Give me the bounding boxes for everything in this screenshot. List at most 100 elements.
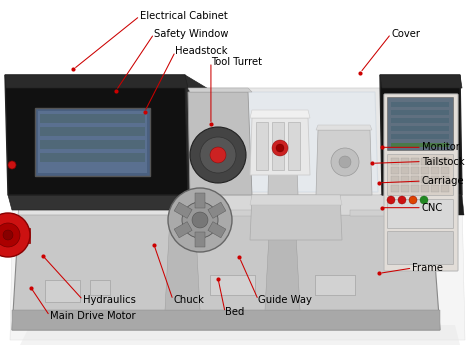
Polygon shape [195,232,205,247]
Bar [38,111,147,173]
Bar [401,185,409,192]
Bar [40,140,145,149]
Circle shape [0,223,20,247]
Circle shape [387,196,395,204]
Circle shape [168,188,232,252]
Polygon shape [380,195,464,215]
Bar [288,122,300,170]
Bar [421,176,429,183]
Bar [421,158,429,165]
Bar [40,127,145,136]
Polygon shape [165,215,200,310]
Polygon shape [250,118,310,175]
FancyBboxPatch shape [388,98,454,151]
Bar [411,158,419,165]
Bar [421,185,429,192]
Text: Monitor: Monitor [422,142,460,152]
Bar [315,275,355,295]
Text: CNC: CNC [422,203,443,213]
Polygon shape [174,202,192,218]
Text: Frame: Frame [412,263,443,273]
Polygon shape [188,88,385,195]
Bar [401,176,409,183]
Text: Tool Turret: Tool Turret [211,57,262,67]
Bar [210,275,255,295]
Bar [441,158,449,165]
Circle shape [8,161,16,169]
Polygon shape [380,75,462,88]
Circle shape [331,148,359,176]
Bar [391,185,399,192]
Bar [401,167,409,174]
Bar [391,110,449,115]
Text: Hydraulics: Hydraulics [83,295,136,305]
Circle shape [3,230,13,240]
FancyBboxPatch shape [384,94,458,271]
Circle shape [420,196,428,204]
Circle shape [398,196,406,204]
Text: Tailstock: Tailstock [422,157,465,166]
Bar [350,210,395,216]
Bar [391,167,399,174]
Polygon shape [18,195,435,215]
Bar [441,185,449,192]
Bar [431,176,439,183]
Bar [441,167,449,174]
Polygon shape [316,130,372,195]
Polygon shape [208,202,226,218]
Polygon shape [8,195,193,210]
Polygon shape [265,215,300,310]
FancyBboxPatch shape [388,231,454,264]
Bar [391,102,449,107]
Bar [431,158,439,165]
Bar [401,158,409,165]
Bar [391,118,449,123]
Polygon shape [268,115,298,195]
Bar [431,167,439,174]
Bar [411,167,419,174]
Bar [40,114,145,123]
Polygon shape [5,75,188,88]
Polygon shape [12,310,440,330]
Polygon shape [174,222,192,238]
Text: Headstock: Headstock [175,47,228,56]
Polygon shape [316,125,372,130]
Bar [441,176,449,183]
Polygon shape [5,75,188,195]
Text: Carriage: Carriage [422,176,465,186]
Polygon shape [208,222,226,238]
Bar [256,122,268,170]
Polygon shape [250,110,310,118]
Text: Bed: Bed [225,307,245,317]
Bar [170,210,215,216]
Bar [230,210,275,216]
FancyBboxPatch shape [388,200,454,229]
Circle shape [200,137,236,173]
Text: Safety Window: Safety Window [154,29,228,39]
Text: Main Drive Motor: Main Drive Motor [50,311,136,321]
Polygon shape [10,100,465,340]
Circle shape [192,212,208,228]
Bar [391,176,399,183]
Bar [8,228,30,243]
Bar [391,143,449,147]
Bar [272,122,284,170]
Bar [421,167,429,174]
FancyBboxPatch shape [388,154,454,196]
Polygon shape [20,325,460,345]
Circle shape [182,202,218,238]
Text: Chuck: Chuck [173,295,204,305]
Bar [411,185,419,192]
Bar [90,280,110,295]
Polygon shape [12,195,440,330]
Polygon shape [188,92,252,195]
Bar [35,108,150,176]
Bar [431,185,439,192]
Polygon shape [195,193,205,208]
Text: Guide Way: Guide Way [258,295,312,305]
Text: Cover: Cover [391,29,420,39]
Bar [391,134,449,139]
Polygon shape [192,92,378,192]
Circle shape [272,140,288,156]
Polygon shape [188,195,388,215]
